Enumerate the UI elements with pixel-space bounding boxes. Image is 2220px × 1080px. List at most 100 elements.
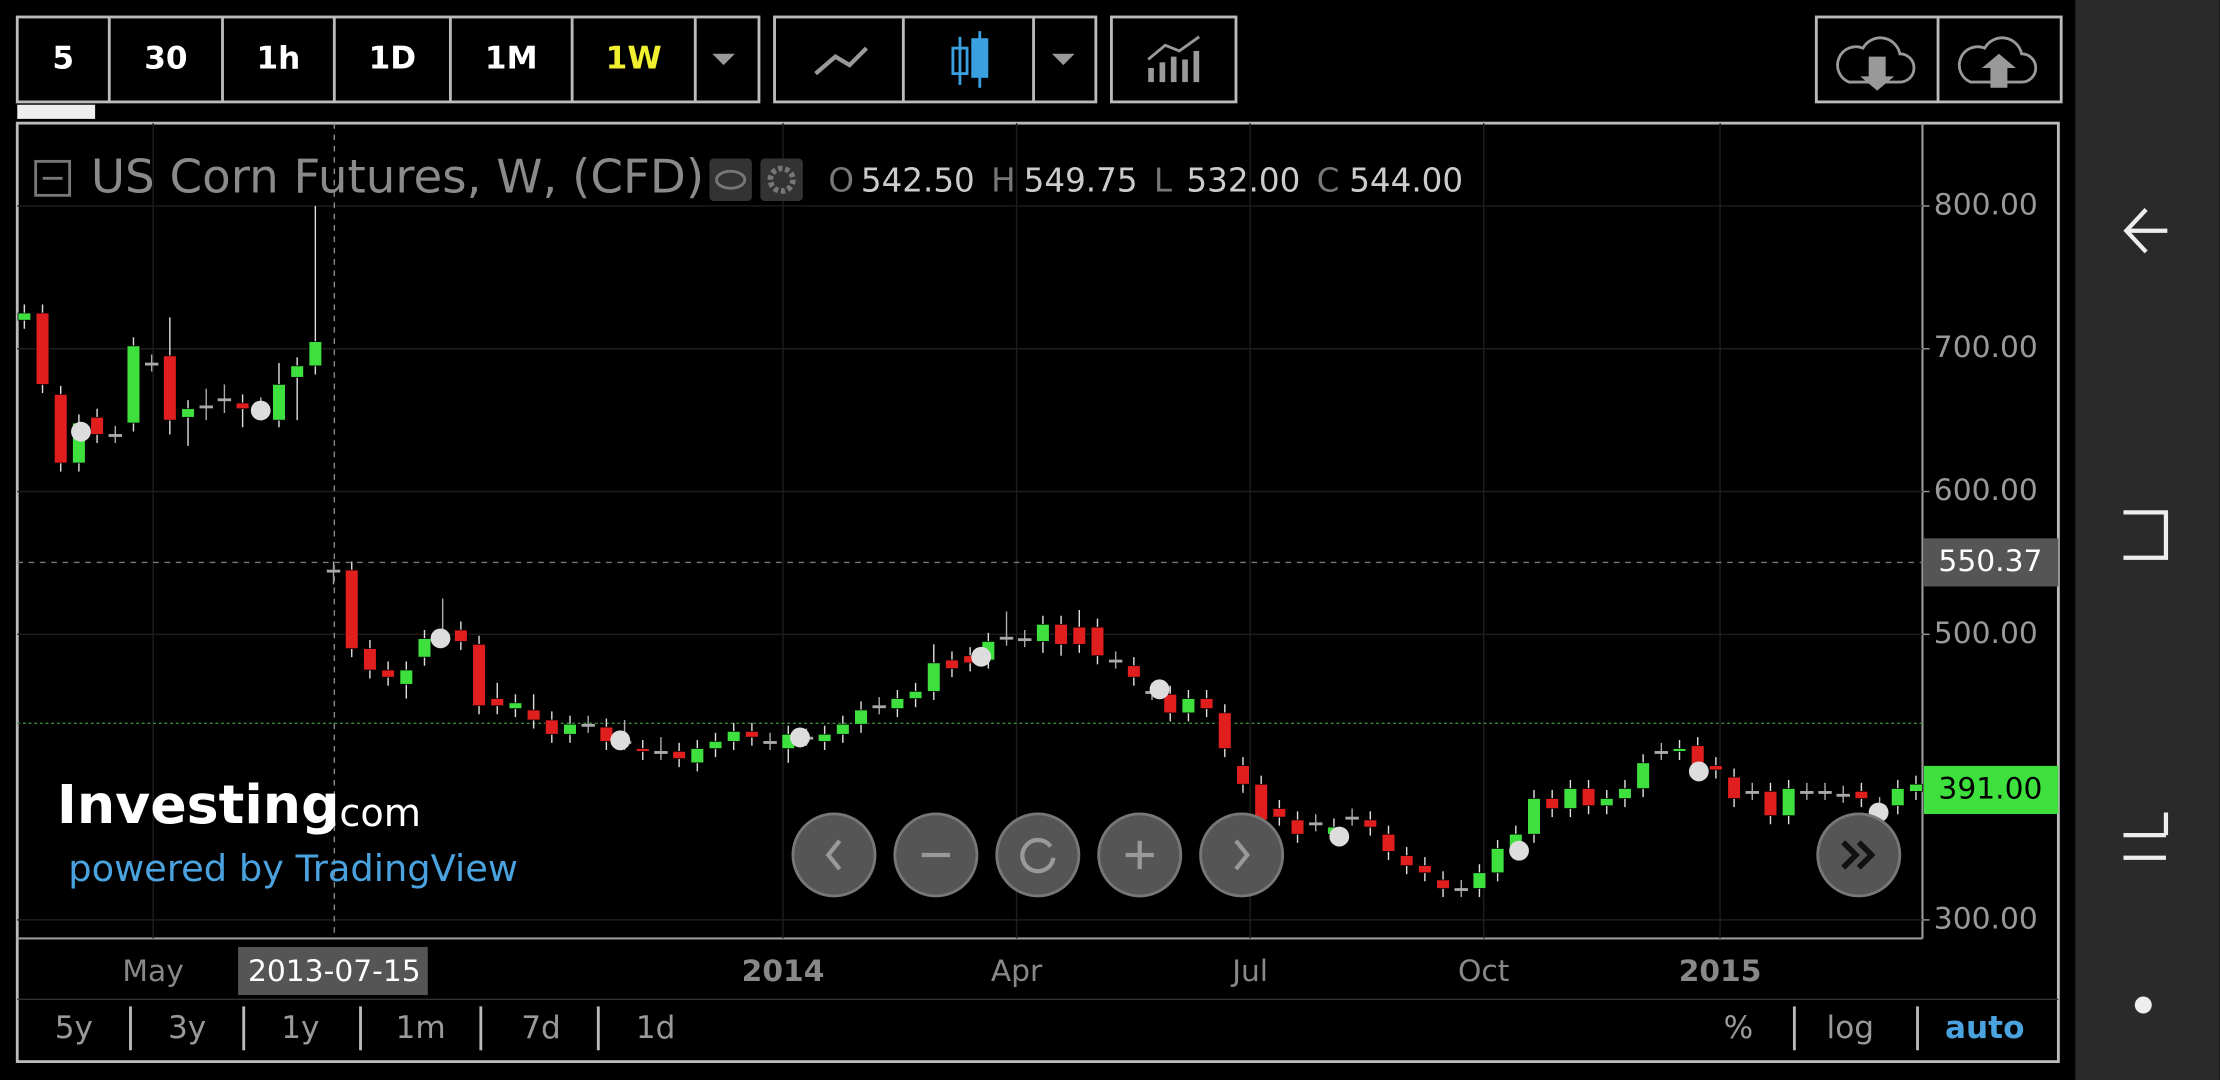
x-tick-label: Oct [1458,954,1509,989]
crosshair-date-box [238,946,428,996]
candle-body [1363,819,1378,828]
candle-body [90,416,104,435]
candle-body [1272,808,1287,818]
scale-option[interactable]: % [1724,1010,1754,1046]
interval-button[interactable]: 1h [257,40,301,76]
candle-body [563,723,577,735]
range-button[interactable]: 7d [521,1010,561,1046]
candle-body [690,748,705,764]
axes: 300.00 500.00 600.00 700.00 800.00 May 2013-07… [17,187,2059,996]
y-tick-label: 500.00 [1934,616,2038,651]
range-button[interactable]: 5y [55,1010,93,1046]
x-tick-label: 2013-07-15 [248,954,421,989]
candle-chart-button[interactable] [951,31,989,88]
candle-body [1127,665,1141,678]
chart-type-dropdown[interactable] [1051,53,1075,66]
legend-collapse[interactable] [34,159,72,197]
scroll-left-button[interactable] [791,812,877,898]
candle-body [1545,798,1559,809]
ohlc-value: 544.00 [1349,162,1463,200]
candle-body [1654,751,1669,754]
event-marker[interactable] [971,646,992,667]
candle-body [1309,822,1323,826]
chart-title: US Corn Futures, W, (CFD) [91,150,704,204]
candle-body [417,638,432,658]
candle-body [1709,765,1723,771]
candle-body [1818,791,1832,794]
assistant-button[interactable] [2134,996,2152,1014]
event-marker[interactable] [790,727,810,748]
scale-option[interactable]: auto [1945,1010,2024,1046]
scroll-right-button[interactable] [1199,812,1285,898]
x-tick-label: 2015 [1679,954,1762,989]
candle-body [1909,783,1923,792]
collapse-tab[interactable] [17,104,96,119]
candle-body [1472,872,1487,889]
range-button[interactable]: 1d [636,1010,676,1046]
interval-dropdown[interactable] [712,53,735,66]
gear-icon [767,165,796,194]
candle-body [1218,712,1232,749]
ohlc-key: O [828,162,854,200]
nav-icons [825,837,1876,874]
event-marker[interactable] [1149,679,1170,700]
candle-body [217,398,232,402]
last-price-box [1923,765,2059,815]
visibility-button[interactable] [709,158,752,201]
event-marker[interactable] [1688,761,1709,782]
ohlc-value: 532.00 [1186,162,1300,200]
cloud-upload-button[interactable] [1957,36,2038,84]
candle-body [1563,788,1578,809]
x-tick-label: Jul [1230,954,1268,989]
line-chart-button[interactable] [814,46,869,76]
range-button[interactable]: 1y [281,1010,319,1046]
candle-body [1763,791,1778,817]
interval-group [15,15,761,104]
ohlc-key: L [1154,162,1172,200]
x-tick-label: Apr [991,954,1043,989]
y-tick-label: 700.00 [1934,330,2038,365]
event-marker[interactable] [71,421,91,442]
range-button[interactable]: 1m [396,1010,446,1046]
candle-body [363,648,377,671]
event-marker[interactable] [610,730,631,751]
y-tick-label: 300.00 [1934,901,2038,936]
settings-button[interactable] [760,158,803,201]
recents-button[interactable] [2123,510,2169,560]
x-tick-label: 2014 [742,954,825,989]
candle-body [1636,762,1650,789]
scale-option[interactable]: log [1827,1010,1874,1046]
candle-body [381,669,395,678]
event-marker[interactable] [1509,840,1529,861]
candle-body [945,659,959,669]
toolbar: 5 30 1h 1D 1M 1W [52,16,697,102]
event-marker[interactable] [250,400,271,421]
cloud-download-button[interactable] [1836,36,1916,84]
event-marker[interactable] [430,628,451,649]
back-button[interactable] [2123,208,2148,254]
candle-body [108,434,123,437]
interval-button[interactable]: 1W [606,40,662,76]
x-tick-label: May [122,954,183,989]
interval-button[interactable]: 5 [52,40,74,76]
candle-body [1199,698,1214,709]
last-price-label: 391.00 [1938,771,2042,806]
candle-body [636,748,650,752]
candle-body [1236,765,1250,785]
interval-button[interactable]: 1M [485,40,538,76]
home-button[interactable] [2123,812,2169,860]
candle-body [927,662,941,692]
candle-body [1600,798,1614,807]
indicators-button[interactable] [1110,15,1238,104]
event-marker[interactable] [1329,826,1350,847]
candle-body [1891,788,1905,807]
range-button[interactable]: 3y [168,1010,206,1046]
candle-body [1727,776,1741,799]
interval-button[interactable]: 30 [144,40,187,76]
crosshair-price-label: 550.37 [1938,544,2042,579]
candle-body [1072,626,1087,645]
candle-body [235,402,250,410]
interval-button[interactable]: 1D [369,40,417,76]
reset-button[interactable] [995,812,1081,898]
